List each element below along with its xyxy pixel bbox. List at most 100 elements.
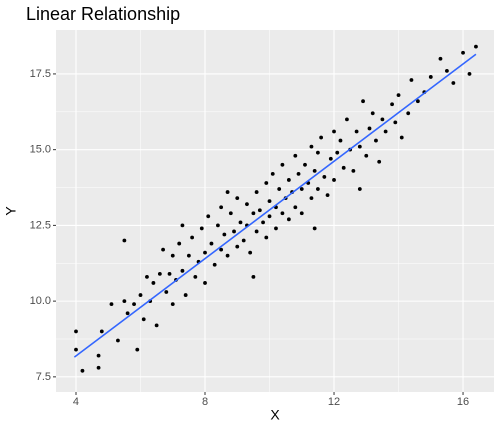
point: [280, 162, 285, 167]
point: [125, 311, 130, 316]
point: [409, 78, 414, 82]
point: [312, 168, 317, 173]
point: [170, 253, 175, 258]
point: [167, 271, 172, 276]
point: [286, 217, 291, 222]
point: [438, 56, 443, 61]
point: [235, 244, 240, 249]
point: [203, 281, 207, 285]
point: [319, 135, 324, 140]
point: [428, 75, 433, 79]
point: [154, 323, 159, 328]
point: [367, 126, 372, 131]
point: [345, 117, 349, 122]
point: [322, 175, 327, 179]
point: [267, 199, 272, 204]
x-tick-label: 4: [73, 396, 79, 408]
point: [228, 211, 233, 216]
point: [380, 117, 385, 122]
point: [99, 329, 104, 334]
x-tick-label: 12: [328, 396, 340, 408]
point: [315, 187, 320, 191]
point: [116, 338, 120, 343]
point: [335, 150, 340, 155]
point: [270, 171, 275, 176]
point: [309, 196, 314, 201]
point: [74, 329, 78, 334]
point: [203, 250, 207, 255]
point: [109, 302, 114, 307]
point: [135, 347, 140, 352]
point: [299, 211, 304, 216]
point: [383, 129, 388, 134]
point: [180, 223, 185, 228]
point: [180, 268, 185, 273]
point: [451, 81, 456, 85]
point: [354, 129, 359, 134]
point: [238, 220, 243, 225]
y-tick-label: 10.0: [30, 295, 51, 307]
fit-line: [73, 53, 477, 358]
point: [222, 232, 227, 237]
point: [225, 253, 230, 258]
point: [399, 135, 404, 140]
point: [161, 247, 165, 252]
point: [296, 171, 301, 176]
point: [232, 229, 236, 234]
point: [415, 99, 420, 104]
point: [396, 93, 401, 98]
y-axis-label: Y: [3, 206, 19, 216]
point: [145, 274, 149, 279]
point: [374, 138, 378, 143]
point: [216, 223, 220, 228]
point: [248, 250, 253, 255]
point: [325, 193, 330, 197]
chart-title: Linear Relationship: [26, 4, 180, 24]
point: [280, 211, 285, 216]
point: [328, 156, 333, 161]
y-tick-label: 7.5: [36, 371, 51, 383]
point: [199, 226, 204, 231]
x-axis-label: X: [270, 407, 280, 423]
point: [274, 226, 278, 231]
point: [170, 302, 175, 307]
point: [122, 238, 127, 243]
point: [445, 68, 449, 73]
point: [264, 235, 269, 240]
point: [264, 181, 269, 185]
point: [212, 262, 217, 267]
plot-panel: [56, 30, 494, 392]
point: [141, 317, 146, 322]
point: [390, 102, 394, 107]
point: [315, 150, 320, 155]
point: [370, 111, 375, 116]
point: [293, 153, 298, 158]
point: [245, 202, 249, 207]
point: [332, 129, 336, 134]
point: [183, 293, 188, 297]
point: [219, 247, 224, 252]
point: [277, 187, 282, 191]
point: [461, 50, 465, 55]
point: [190, 235, 195, 240]
point: [286, 178, 291, 182]
point: [293, 205, 298, 210]
point: [251, 211, 256, 216]
point: [122, 299, 127, 304]
point: [225, 190, 230, 194]
point: [177, 241, 182, 246]
point: [151, 281, 156, 285]
point: [254, 190, 259, 194]
point: [241, 238, 246, 243]
point: [157, 271, 162, 276]
point: [219, 205, 224, 210]
point: [235, 196, 240, 201]
point: [132, 302, 136, 307]
x-tick-label: 8: [202, 396, 208, 408]
y-tick-label: 12.5: [30, 219, 51, 231]
point: [164, 290, 169, 294]
point: [393, 120, 398, 125]
point: [261, 220, 265, 225]
point: [351, 168, 356, 173]
